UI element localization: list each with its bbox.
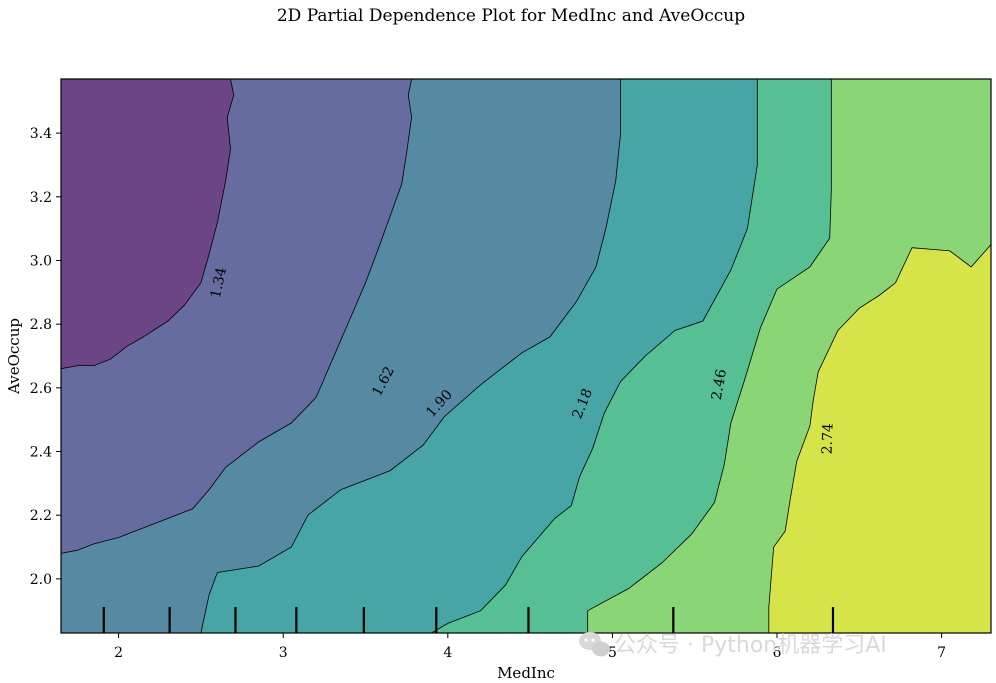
contour-regions (61, 79, 991, 633)
y-tick-label: 3.0 (30, 253, 52, 269)
contour-region-1.34 (61, 79, 234, 633)
rug-marks (102, 607, 835, 633)
x-axis-title: MedInc (497, 664, 555, 682)
x-tick-label: 5 (608, 645, 617, 661)
contour-line-1.9 (200, 79, 621, 633)
contour-line-1.62 (61, 79, 413, 554)
y-tick-label: 2.0 (30, 572, 52, 588)
contour-line-2.74 (768, 244, 991, 633)
contour-label: 1.34 (208, 266, 230, 300)
contour-label: 2.74 (820, 423, 837, 455)
y-axis: 2.0 2.2 2.4 2.6 2.8 3.0 3.2 3.4 (30, 126, 61, 588)
x-tick-label: 4 (443, 645, 452, 661)
x-tick-label: 3 (279, 645, 288, 661)
y-tick-label: 2.6 (30, 381, 52, 397)
y-tick-label: 2.4 (30, 445, 52, 461)
y-axis-title: AveOccup (5, 318, 23, 395)
contour-lines (61, 79, 991, 633)
y-tick-label: 3.2 (30, 190, 52, 206)
x-tick-label: 2 (114, 645, 123, 661)
y-tick-label: 2.8 (30, 317, 52, 333)
y-tick-label: 3.4 (30, 126, 52, 142)
chart-title: 2D Partial Dependence Plot for MedInc an… (277, 6, 745, 26)
x-tick-label: 6 (773, 645, 782, 661)
plot-frame (60, 78, 992, 634)
x-tick-label: 7 (937, 645, 946, 661)
y-tick-label: 2.2 (30, 508, 52, 524)
contour-line-2.46 (587, 79, 832, 633)
contour-line-2.18 (431, 79, 758, 633)
x-axis: 2 3 4 5 6 7 (114, 633, 946, 661)
watermark-text: 公众号 · Python机器学习AI (614, 633, 887, 658)
wechat-logo-icon (579, 632, 610, 657)
contour-line-1.34 (61, 79, 235, 370)
contour-label: 2.46 (709, 368, 730, 402)
